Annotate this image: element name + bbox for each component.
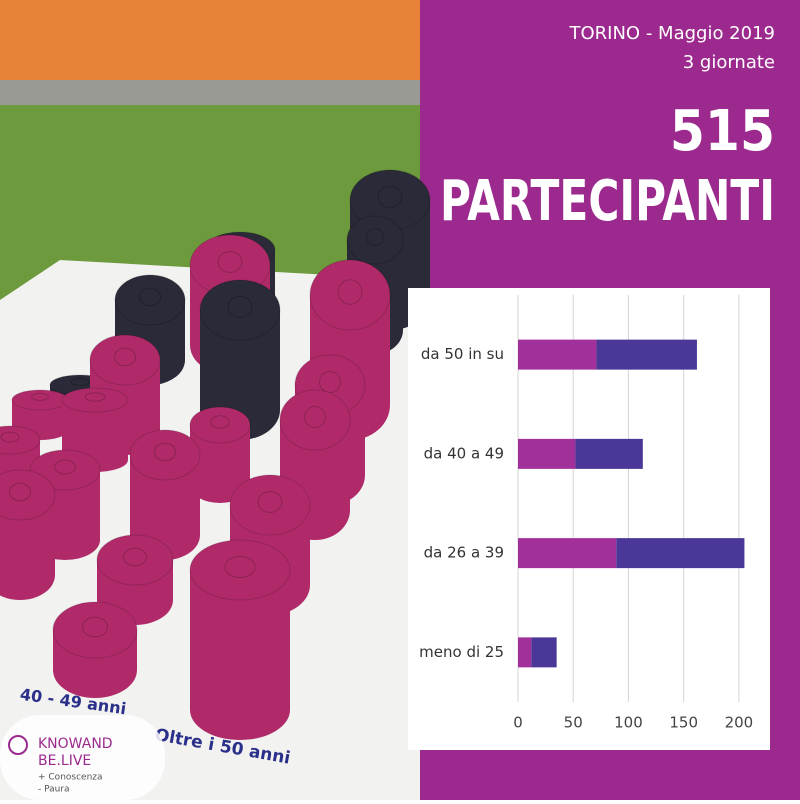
piece-knob xyxy=(210,415,230,429)
piece-knob xyxy=(377,186,403,208)
photo: 40 - 49 anni Oltre i 50 anni KNOWAND BE.… xyxy=(0,0,431,800)
piece-knob xyxy=(154,442,176,462)
days: 3 giornate xyxy=(683,52,775,73)
bar-segment xyxy=(575,438,643,469)
piece-base xyxy=(53,642,137,698)
piece-knob xyxy=(9,482,31,502)
chart: 0 50 100 150 200 da 50 in su da 40 a 49 da 26 a… xyxy=(419,295,753,732)
x-tick-label: 100 xyxy=(614,714,643,732)
piece-knob xyxy=(31,393,49,401)
place-date: TORINO - Maggio 2019 xyxy=(568,23,775,44)
headline: PARTECIPANTI xyxy=(440,169,775,234)
bar-segment xyxy=(531,637,557,668)
logo-text: KNOWAND xyxy=(38,736,113,752)
x-tick-label: 150 xyxy=(669,714,698,732)
logo-icon xyxy=(8,735,28,755)
piece-knob xyxy=(54,459,76,475)
piece-base xyxy=(0,550,55,600)
piece-knob xyxy=(0,431,20,443)
piece-knob xyxy=(304,406,326,428)
piece-knob xyxy=(319,371,341,393)
x-tick-label: 50 xyxy=(564,714,583,732)
bar-segment xyxy=(518,438,576,469)
game-pieces xyxy=(0,169,431,740)
piece-knob xyxy=(217,251,243,273)
bar-segment xyxy=(596,339,697,370)
y-tick-label: da 26 a 39 xyxy=(424,544,504,562)
logo-box xyxy=(0,715,165,800)
piece-knob xyxy=(337,279,363,305)
piece-knob xyxy=(81,616,109,638)
y-tick-label: meno di 25 xyxy=(419,643,504,661)
bar-segment xyxy=(518,538,617,569)
piece-knob xyxy=(123,547,147,567)
piece-knob xyxy=(139,287,161,307)
x-tick-label: 0 xyxy=(513,714,523,732)
piece-knob xyxy=(114,347,136,367)
y-tick-label: da 40 a 49 xyxy=(424,444,504,462)
logo-text: - Paura xyxy=(38,785,70,795)
logo-text: BE.LIVE xyxy=(38,753,91,769)
bar-segment xyxy=(518,339,597,370)
x-tick-label: 200 xyxy=(725,714,754,732)
y-tick-label: da 50 in su xyxy=(421,345,504,363)
piece-knob xyxy=(70,378,90,386)
bar-segment xyxy=(518,637,532,668)
piece-knob xyxy=(84,392,106,402)
piece-knob xyxy=(366,228,384,246)
piece-knob xyxy=(227,296,253,318)
piece-base xyxy=(190,680,290,740)
piece-knob xyxy=(224,556,256,578)
logo-text: + Conoscenza xyxy=(38,773,103,783)
piece-knob xyxy=(257,491,283,513)
count: 515 xyxy=(670,99,775,164)
bar-segment xyxy=(616,538,745,569)
